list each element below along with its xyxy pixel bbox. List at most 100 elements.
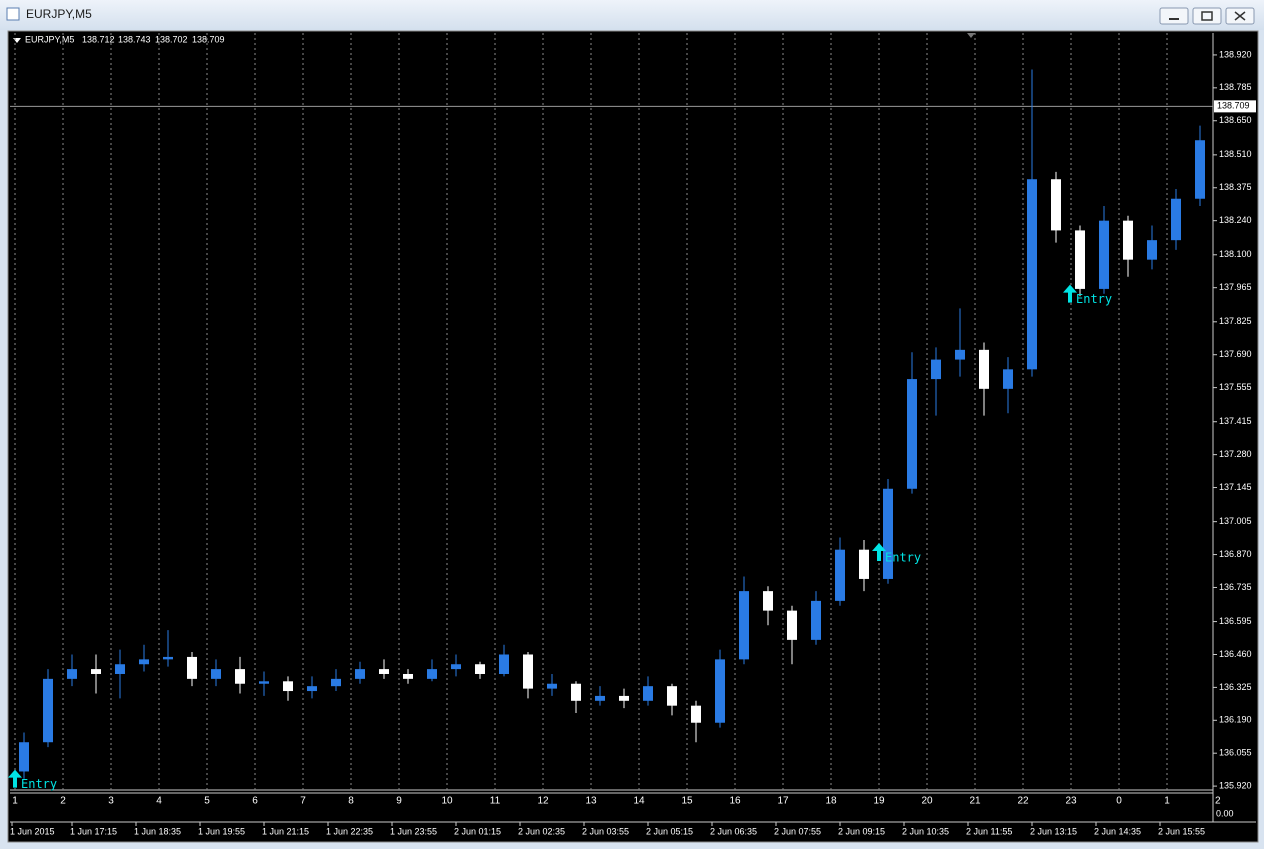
hour-label: 14 — [633, 796, 645, 807]
candle-body — [595, 695, 605, 701]
candle-body — [715, 659, 725, 723]
time-label: 1 Jun 21:15 — [262, 826, 309, 836]
ohlc-high: 138.743 — [118, 34, 151, 44]
time-label: 1 Jun 18:35 — [134, 826, 181, 836]
hour-label: 11 — [490, 796, 501, 807]
y-tick-label: 138.785 — [1219, 82, 1252, 92]
time-label: 1 Jun 22:35 — [326, 826, 373, 836]
maximize-button[interactable] — [1192, 7, 1222, 25]
candle-body — [547, 683, 557, 689]
hour-label: 10 — [441, 796, 453, 807]
candle-body — [571, 683, 581, 701]
y-tick-label: 136.325 — [1219, 682, 1252, 692]
candle-body — [859, 549, 869, 579]
y-tick-label: 138.510 — [1219, 149, 1252, 159]
candle-body — [187, 656, 197, 679]
candle-body — [1147, 240, 1157, 260]
time-label: 2 Jun 03:55 — [582, 826, 629, 836]
candle-body — [523, 654, 533, 689]
subwindow-value: 0.00 — [1216, 808, 1234, 818]
candle-body — [19, 742, 29, 772]
hour-label: 20 — [921, 796, 933, 807]
y-tick-label: 136.870 — [1219, 549, 1252, 559]
candle-body — [43, 678, 53, 743]
candle-body — [91, 669, 101, 674]
candle-body — [331, 678, 341, 687]
time-label: 1 Jun 17:15 — [70, 826, 117, 836]
entry-label: Entry — [1076, 292, 1112, 306]
window-buttons[interactable] — [1159, 7, 1255, 25]
entry-label: Entry — [21, 777, 57, 791]
hour-label: 2 — [60, 796, 66, 807]
y-tick-label: 137.005 — [1219, 516, 1252, 526]
candle-body — [283, 681, 293, 692]
candle-body — [1171, 198, 1181, 241]
candle-body — [259, 681, 269, 684]
y-tick-label: 137.280 — [1219, 449, 1252, 459]
time-label: 2 Jun 11:55 — [966, 826, 1012, 836]
title-bar — [0, 0, 1264, 30]
time-label: 2 Jun 07:55 — [774, 826, 821, 836]
time-label: 1 Jun 19:55 — [198, 826, 245, 836]
y-tick-label: 138.650 — [1219, 115, 1252, 125]
candle-body — [451, 664, 461, 670]
candle-body — [883, 488, 893, 579]
entry-arrow — [8, 769, 22, 788]
time-label: 1 Jun 2015 — [10, 826, 55, 836]
candle-body — [1027, 179, 1037, 370]
candle-body — [163, 656, 173, 660]
hour-label: 17 — [777, 796, 789, 807]
y-tick-label: 137.825 — [1219, 316, 1252, 326]
candle-body — [355, 669, 365, 679]
hour-label: 5 — [204, 796, 210, 807]
time-label: 2 Jun 09:15 — [838, 826, 885, 836]
hour-label: 19 — [873, 796, 885, 807]
hour-label: 23 — [1065, 796, 1077, 807]
hour-label: 12 — [537, 796, 549, 807]
hour-label: 3 — [108, 796, 114, 807]
candle-body — [691, 705, 701, 723]
hour-label: 18 — [825, 796, 837, 807]
entry-arrow — [872, 543, 886, 562]
y-tick-label: 137.555 — [1219, 382, 1252, 392]
hour-label: 0 — [1116, 796, 1122, 807]
hour-label: 15 — [681, 796, 693, 807]
ohlc-open: 138.712 — [82, 34, 115, 44]
candle-body — [115, 664, 125, 674]
minimize-button[interactable] — [1159, 7, 1189, 25]
candle-body — [67, 669, 77, 679]
time-label: 2 Jun 05:15 — [646, 826, 693, 836]
window-title: EURJPY,M5 — [26, 7, 92, 21]
time-label: 2 Jun 14:35 — [1094, 826, 1141, 836]
y-tick-label: 137.415 — [1219, 416, 1252, 426]
time-label: 2 Jun 13:15 — [1030, 826, 1077, 836]
y-tick-label: 135.920 — [1219, 780, 1252, 790]
candle-body — [235, 669, 245, 684]
hour-label: 1 — [1164, 796, 1170, 807]
close-icon — [1234, 11, 1246, 21]
price-label-box — [1214, 100, 1256, 113]
y-tick-label: 138.920 — [1219, 49, 1252, 59]
y-tick-label: 136.055 — [1219, 748, 1252, 758]
time-label: 2 Jun 10:35 — [902, 826, 949, 836]
candle-body — [1075, 230, 1085, 289]
candle-body — [139, 659, 149, 665]
candle-body — [499, 654, 509, 674]
window-icon — [6, 7, 20, 21]
candle-body — [1051, 179, 1061, 231]
y-tick-label: 136.190 — [1219, 715, 1252, 725]
time-label: 2 Jun 15:55 — [1158, 826, 1205, 836]
candle-body — [931, 359, 941, 380]
hour-label: 21 — [969, 796, 981, 807]
y-tick-label: 137.145 — [1219, 482, 1252, 492]
y-tick-label: 137.690 — [1219, 349, 1252, 359]
y-tick-label: 136.595 — [1219, 616, 1252, 626]
y-tick-label: 138.375 — [1219, 182, 1252, 192]
candle-body — [763, 591, 773, 611]
candle-body — [907, 379, 917, 489]
candle-body — [1195, 140, 1205, 199]
candle-body — [811, 600, 821, 640]
time-label: 1 Jun 23:55 — [390, 826, 437, 836]
